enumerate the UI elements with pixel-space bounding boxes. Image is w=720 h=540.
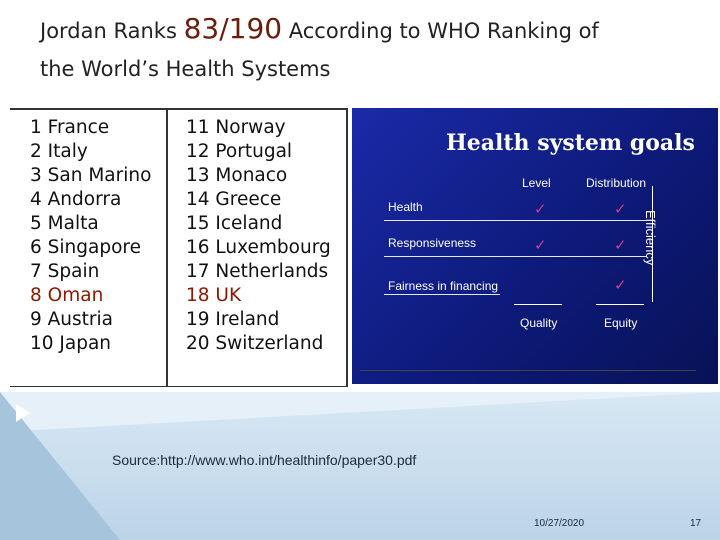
slide-title: Jordan Ranks 83/190 According to WHO Ran…: [40, 10, 700, 88]
slide-date: 10/27/2020: [534, 518, 585, 529]
footer-shape-top: [0, 392, 720, 432]
row-responsiveness: Responsiveness: [388, 236, 477, 250]
quality-label: Quality: [520, 316, 558, 330]
bullet-arrow-icon: [16, 404, 30, 422]
check-icon: ✓: [534, 200, 547, 218]
check-icon: ✓: [614, 236, 627, 254]
panel-underline: [360, 370, 696, 371]
ranking-item: 8 Oman: [30, 285, 104, 306]
goals-title: Health system goals: [446, 130, 695, 156]
equity-line: [596, 304, 644, 305]
ranking-item: 6 Singapore: [30, 237, 141, 258]
ranking-item: 15 Iceland: [186, 213, 283, 234]
rankings-table: 1 France 2 Italy 3 San Marino 4 Andorra 5 Ma…: [10, 108, 348, 387]
ranking-item: 1 France: [30, 117, 110, 138]
ranking-item: 20 Switzerland: [186, 333, 324, 354]
ranking-item: 16 Luxembourg: [186, 237, 331, 258]
rankings-right-column: 11 Norway 12 Portugal 13 Monaco 14 Greece 15…: [186, 116, 331, 356]
ranking-item: 10 Japan: [30, 333, 112, 354]
row-health-line: [384, 220, 646, 221]
jordan-rank: 83/190: [183, 12, 283, 45]
equity-label: Equity: [604, 316, 638, 330]
source-citation: Source:http://www.who.int/healthinfo/pap…: [112, 452, 417, 468]
page-number: 17: [690, 518, 702, 529]
ranking-item: 3 San Marino: [30, 165, 152, 186]
row-fairness-in-financing: Fairness in financing: [388, 279, 499, 293]
ranking-item: 4 Andorra: [30, 189, 122, 210]
ranking-item: 18 UK: [186, 285, 242, 306]
column-divider: [166, 110, 168, 386]
ranking-item: 17 Netherlands: [186, 261, 329, 282]
row-health: Health: [388, 200, 423, 214]
row-fairness-line: [384, 294, 500, 295]
check-icon: ✓: [614, 200, 627, 218]
column-distribution: Distribution: [586, 176, 647, 190]
ranking-item: 9 Austria: [30, 309, 114, 330]
column-level: Level: [522, 176, 551, 190]
ranking-item: 5 Malta: [30, 213, 99, 234]
title-line2: the World’s Health Systems: [40, 57, 331, 81]
row-responsiveness-line: [384, 256, 646, 257]
ranking-item: 11 Norway: [186, 117, 286, 138]
title-line1-rest: According to WHO Ranking of: [282, 19, 599, 43]
ranking-item: 14 Greece: [186, 189, 282, 210]
ranking-item: 19 Ireland: [186, 309, 280, 330]
check-icon: ✓: [534, 236, 547, 254]
ranking-item: 7 Spain: [30, 261, 100, 282]
rankings-left-column: 1 France 2 Italy 3 San Marino 4 Andorra 5 Ma…: [30, 116, 151, 356]
health-system-goals-panel: Health system goals Level Distribution H…: [352, 108, 718, 384]
ranking-item: 12 Portugal: [186, 141, 293, 162]
title-prefix: Jordan Ranks: [40, 19, 184, 43]
efficiency-axis-line: [652, 186, 653, 302]
efficiency-label: Efficiency: [643, 210, 658, 266]
table-right-border: [346, 110, 348, 386]
quality-line: [514, 304, 562, 305]
check-icon: ✓: [614, 276, 627, 294]
ranking-item: 2 Italy: [30, 141, 88, 162]
ranking-item: 13 Monaco: [186, 165, 288, 186]
